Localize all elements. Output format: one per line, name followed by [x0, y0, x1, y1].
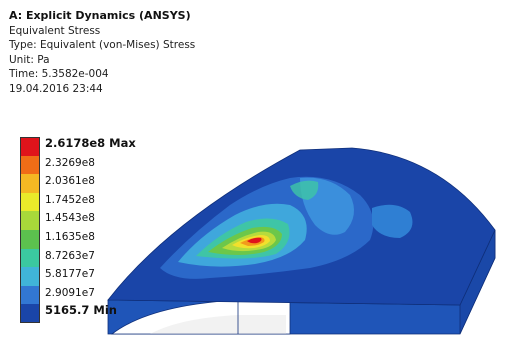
legend-swatch-0: [20, 137, 40, 156]
legend-max-label: 2.6178e8 Max: [45, 136, 136, 150]
legend-label-7: 5.8177e7: [45, 268, 95, 281]
result-name: Equivalent Stress: [9, 24, 101, 37]
legend-swatch-6: [20, 248, 40, 268]
model-front-cutout-inner: [150, 315, 286, 334]
legend-swatch-1: [20, 155, 40, 175]
result-date: 19.04.2016 23:44: [9, 82, 103, 95]
result-time: Time: 5.3582e-004: [9, 68, 109, 81]
analysis-title: A: Explicit Dynamics (ANSYS): [9, 9, 191, 22]
legend-swatch-7: [20, 267, 40, 286]
legend-label-1: 2.3269e8: [45, 156, 95, 169]
legend-swatch-5: [20, 229, 40, 249]
legend-label-6: 8.7263e7: [45, 249, 95, 262]
legend-swatch-4: [20, 211, 40, 230]
result-unit: Unit: Pa: [9, 53, 50, 66]
stress-contours: [160, 176, 413, 279]
legend-label-4: 1.4543e8: [45, 212, 95, 225]
legend-swatch-3: [20, 192, 40, 212]
result-info-block: A: Explicit Dynamics (ANSYS) Equivalent …: [9, 9, 195, 97]
legend-min-label: 5165.7 Min: [45, 303, 117, 318]
result-type: Type: Equivalent (von-Mises) Stress: [9, 39, 196, 52]
legend-label-8: 2.9091e7: [45, 286, 95, 299]
legend-label-3: 1.7452e8: [45, 193, 95, 206]
legend-label-2: 2.0361e8: [45, 175, 95, 188]
legend-label-5: 1.1635e8: [45, 230, 95, 243]
legend-swatch-2: [20, 174, 40, 193]
legend-swatch-8: [20, 285, 40, 305]
legend-swatch-9: [20, 304, 40, 323]
